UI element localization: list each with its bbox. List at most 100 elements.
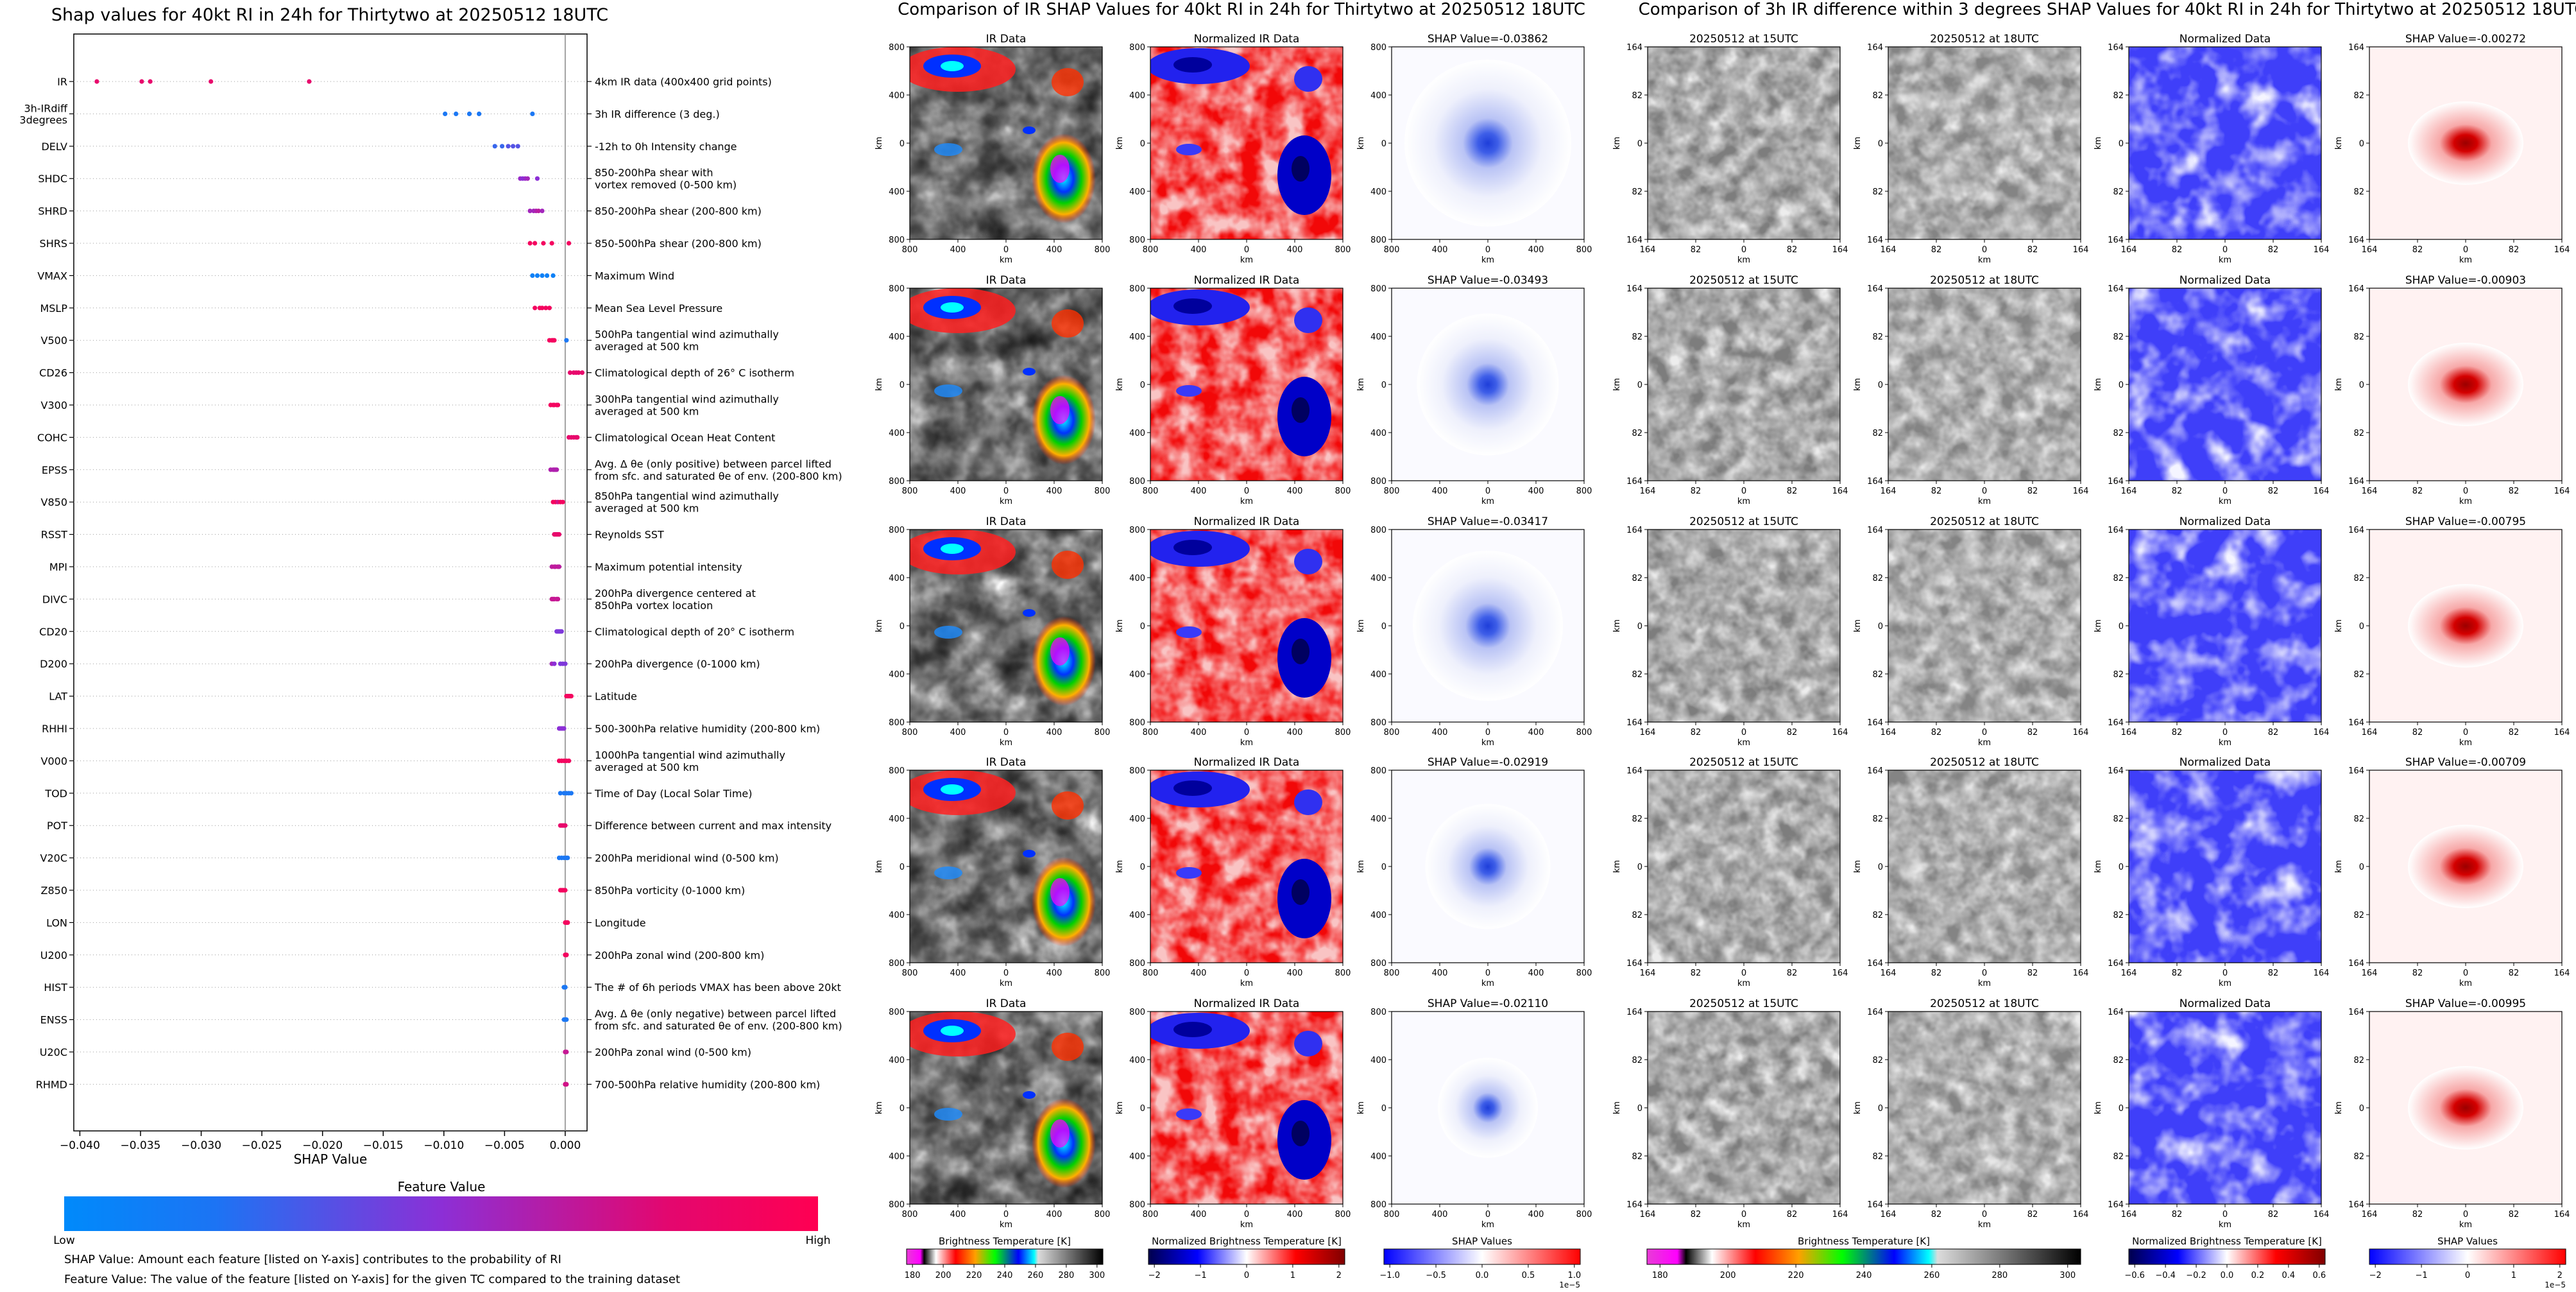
shap-point — [540, 306, 545, 311]
colorbar-tick-label: 0.2 — [2251, 1271, 2265, 1280]
feature-description-line: 850hPa tangential wind azimuthally — [595, 490, 779, 503]
panel-image — [1888, 770, 2081, 963]
panel-y-tick-label: 800 — [889, 718, 905, 728]
panel-x-tick-label: 400 — [1046, 1210, 1062, 1219]
panel-frame — [2369, 288, 2563, 481]
panel-x-unit: km — [2459, 738, 2472, 748]
panel-x-tick-label: 164 — [2554, 728, 2570, 737]
panel-x-tick-label: 400 — [1528, 1210, 1544, 1219]
shap-point — [563, 661, 568, 666]
panel-y-tick-label: 164 — [1626, 766, 1642, 776]
shap-blob — [1425, 804, 1551, 929]
shap-point — [556, 532, 562, 537]
panel-title: SHAP Value=-0.03862 — [1428, 33, 1548, 46]
feature-description: 850hPa vorticity (0-1000 km) — [595, 884, 745, 897]
panel-x-tick-label: 800 — [1335, 1210, 1351, 1219]
panel-image — [2369, 770, 2562, 963]
shap2-blob — [2408, 343, 2523, 426]
colorbar-tick-label: 0 — [2465, 1271, 2470, 1280]
panel-y-unit: km — [2334, 378, 2344, 391]
panel-x-tick-label: 164 — [2362, 728, 2378, 737]
feature-code-line: IR — [57, 76, 67, 88]
panel-y-tick-label: 164 — [1626, 718, 1642, 728]
panel-x-unit: km — [2219, 1220, 2231, 1230]
shap-point — [541, 241, 546, 246]
panel-x-tick-label: 0 — [1982, 487, 1987, 496]
panel-x-tick-label: 164 — [2362, 245, 2378, 255]
feature-code-label: SHRD — [38, 205, 67, 218]
panel-x-tick-label: 82 — [2412, 245, 2423, 255]
image-panels: IR Data 800 800 400 400 0 0 400 400 800 800 km km Nor… — [874, 33, 2570, 1230]
panel-image — [1392, 47, 1584, 239]
panel-image — [1392, 288, 1584, 481]
feature-description-line: 200hPa divergence (0-1000 km) — [595, 658, 760, 670]
shap-point — [564, 1017, 569, 1022]
colorbar-tick-label: 0.4 — [2282, 1271, 2296, 1280]
panel-x-tick-label: 800 — [1095, 487, 1111, 496]
feature-description: 200hPa zonal wind (0-500 km) — [595, 1046, 751, 1058]
panel-y-tick-label: 400 — [889, 574, 905, 583]
panel-x-tick-label: 400 — [1191, 487, 1207, 496]
panel-title: Normalized Data — [2179, 997, 2271, 1010]
feature-description-line: 850-200hPa shear with — [595, 167, 713, 179]
normdiff-texture — [2129, 1012, 2321, 1204]
panel-frame — [1888, 46, 2081, 240]
panel-y-tick-label: 400 — [1370, 187, 1386, 197]
panel-y-tick-label: 0 — [2359, 139, 2364, 149]
panel-title: Normalized IR Data — [1194, 274, 1300, 287]
panel-x-tick-label: 82 — [2172, 245, 2183, 255]
panel-y-tick-label: 164 — [2348, 236, 2364, 245]
feature-description-line: 200hPa divergence centered at — [595, 587, 756, 599]
feature-description-line: 4km IR data (400x400 grid points) — [595, 76, 772, 88]
panel-y-tick-label: 82 — [1872, 91, 1883, 101]
panel-x-unit: km — [1000, 497, 1012, 506]
shap-point — [527, 241, 533, 246]
panel-image — [2129, 1012, 2321, 1204]
panel-title: SHAP Value=-0.02919 — [1428, 756, 1548, 769]
panel-y-tick-label: 82 — [1632, 1056, 1642, 1065]
panel-y-tick-label: 82 — [2353, 670, 2364, 680]
panel-x-tick-label: 800 — [1384, 487, 1400, 496]
panel-frame — [909, 1011, 1103, 1205]
shap-point — [554, 467, 559, 472]
panel-image — [1392, 1012, 1584, 1204]
panel-x-unit: km — [1000, 738, 1012, 748]
feature-code-line: V20C — [40, 852, 67, 865]
panel-x-tick-label: 400 — [950, 487, 966, 496]
panel-x-tick-label: 0 — [1244, 1210, 1249, 1219]
panel-x-tick-label: 82 — [1787, 1210, 1798, 1219]
panel-x-tick-label: 82 — [2027, 969, 2038, 978]
colorbar-exponent: 1e−5 — [2545, 1280, 2566, 1289]
panel-y-tick-label: 0 — [1381, 139, 1386, 149]
panel-title: SHAP Value=-0.00903 — [2405, 274, 2526, 287]
colorbar-tick-label: 1.0 — [1567, 1271, 1581, 1280]
panel-x-unit: km — [1737, 497, 1750, 506]
panel-image — [1150, 770, 1343, 963]
panel-x-tick-label: 800 — [1095, 728, 1111, 737]
feature-description-line: 200hPa zonal wind (0-500 km) — [595, 1046, 751, 1058]
panel-y-unit: km — [1115, 1101, 1125, 1114]
panel-y-unit: km — [1612, 378, 1622, 391]
feature-code-label: DIVC — [42, 593, 67, 605]
panel-y-tick-label: 800 — [1129, 1200, 1145, 1210]
panel-x-unit: km — [1978, 979, 1991, 988]
panel-y-unit: km — [1356, 137, 1366, 150]
shap-point — [540, 209, 545, 214]
ir-cloud-patch — [934, 384, 962, 397]
feature-code-line: V000 — [41, 755, 67, 767]
colorbar-tick-label: 180 — [905, 1271, 921, 1280]
feature-description: 200hPa zonal wind (200-800 km) — [595, 949, 764, 961]
panel-y-tick-label: 82 — [2353, 574, 2364, 583]
panel-title: 20250512 at 15UTC — [1689, 515, 1798, 528]
feature-description-line: Maximum potential intensity — [595, 561, 742, 573]
panel-title: 20250512 at 18UTC — [1930, 756, 2039, 769]
panel-frame — [2128, 529, 2322, 723]
feature-description: 850hPa tangential wind azimuthally averag… — [595, 490, 779, 515]
gray-texture — [1888, 1012, 2081, 1204]
panel-y-unit: km — [2094, 619, 2103, 632]
panel-x-tick-label: 164 — [1640, 1210, 1656, 1219]
feature-description-line: 300hPa tangential wind azimuthally — [595, 393, 779, 406]
norm-cloud-patch — [1176, 626, 1202, 638]
feature-description-line: Time of Day (Local Solar Time) — [594, 788, 752, 800]
panel-x-unit: km — [2219, 255, 2231, 265]
